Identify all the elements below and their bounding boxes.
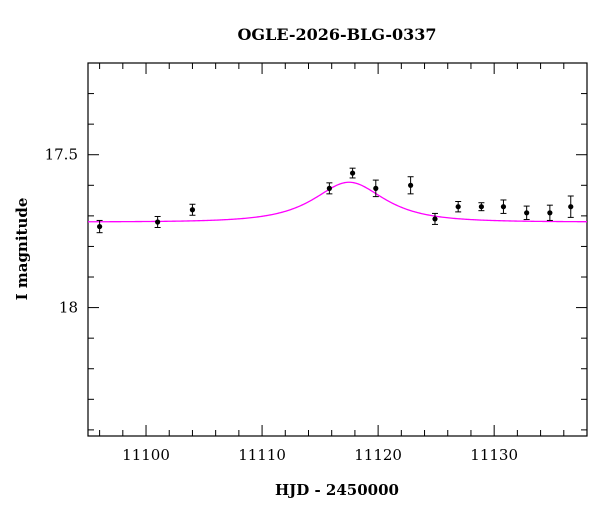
data-point: [455, 204, 461, 210]
data-point-group: [567, 195, 574, 218]
plot-frame: [87, 62, 588, 437]
axis-tick-labels: 11100 11110 11120 11130 17.5 18: [45, 146, 518, 464]
y-tick-label: 18: [59, 299, 78, 317]
data-point-group: [455, 200, 462, 213]
data-point: [500, 204, 507, 210]
axis-ticks: [88, 62, 588, 436]
data-point-group: [96, 219, 103, 234]
data-point: [326, 185, 332, 191]
x-tick-label: 11130: [470, 446, 518, 464]
data-point-group: [478, 202, 485, 212]
x-tick-label: 11120: [354, 446, 402, 464]
chart-title: OGLE-2026-BLG-0337: [237, 25, 436, 44]
data-point-group: [349, 167, 356, 179]
data-point-group: [372, 179, 379, 198]
y-axis-label: I magnitude: [13, 198, 31, 301]
data-point-group: [326, 182, 333, 195]
data-point: [432, 216, 438, 222]
data-point-group: [407, 176, 414, 195]
data-point: [568, 204, 574, 210]
data-point-group: [523, 205, 530, 221]
model-curve: [87, 181, 588, 223]
data-point: [547, 210, 553, 216]
data-point: [373, 185, 379, 191]
data-point: [97, 223, 103, 230]
data-point-group: [500, 199, 507, 214]
x-tick-label: 11100: [122, 446, 170, 464]
model-curve-layer: [87, 181, 588, 223]
data-point: [524, 210, 530, 216]
y-tick-label: 17.5: [45, 146, 78, 164]
data-point-group: [431, 212, 438, 225]
data-point-group: [154, 215, 161, 228]
x-tick-label: 11110: [238, 446, 286, 464]
x-axis-label: HJD - 2450000: [275, 481, 399, 499]
data-point-group: [189, 203, 196, 216]
data-point: [155, 219, 161, 225]
data-point-group: [546, 204, 553, 221]
data-point: [408, 182, 414, 188]
data-points-layer: [96, 167, 574, 234]
data-point: [478, 204, 484, 210]
data-point: [189, 207, 196, 213]
data-point: [349, 170, 356, 176]
